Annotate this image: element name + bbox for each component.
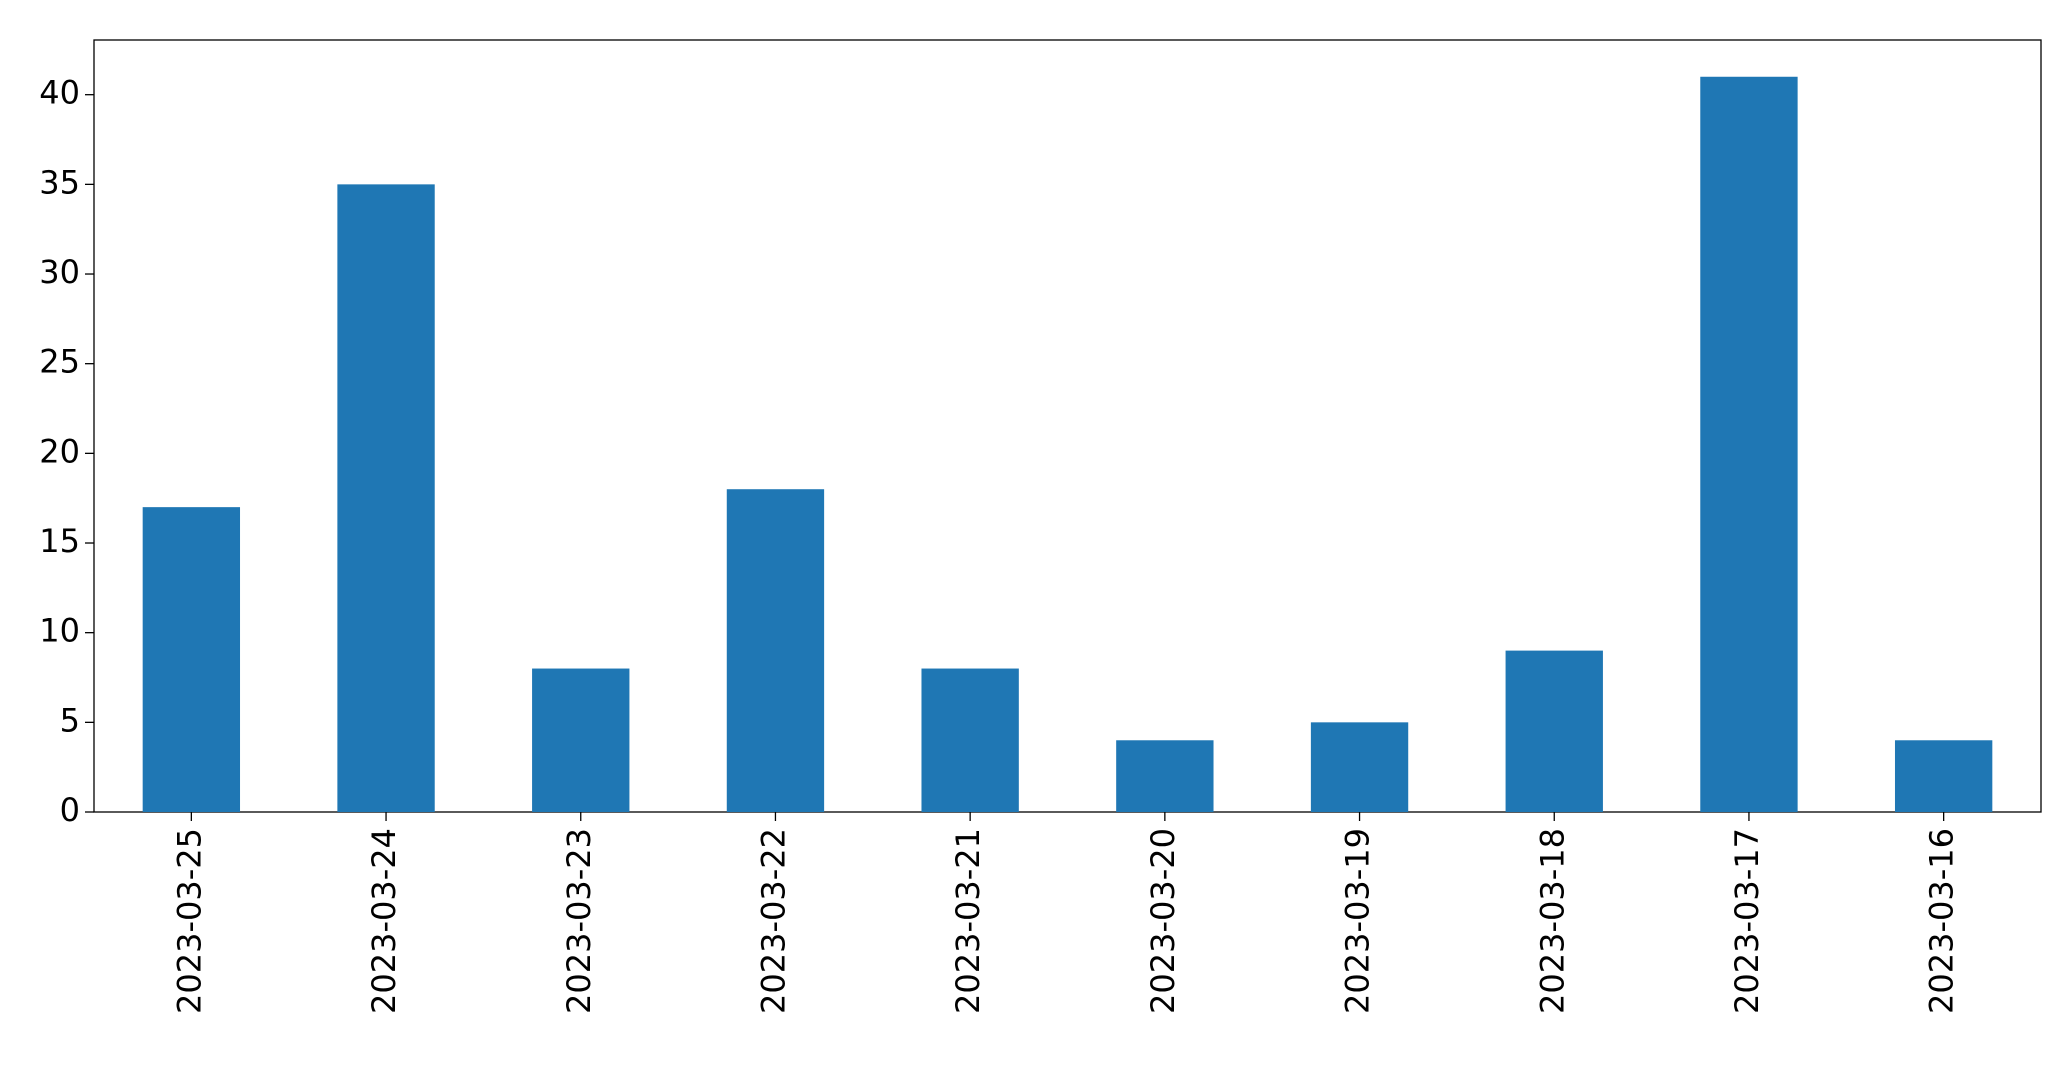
y-tick-label: 35 bbox=[39, 163, 80, 201]
x-tick-label: 2023-03-25 bbox=[170, 828, 208, 1014]
x-tick-label: 2023-03-18 bbox=[1533, 828, 1571, 1014]
bar bbox=[337, 184, 435, 812]
y-tick-label: 30 bbox=[39, 253, 80, 291]
x-tick-label: 2023-03-22 bbox=[754, 828, 792, 1014]
x-tick-label: 2023-03-17 bbox=[1728, 828, 1766, 1014]
y-tick-label: 15 bbox=[39, 522, 80, 560]
x-tick-label: 2023-03-19 bbox=[1339, 828, 1377, 1014]
bar bbox=[921, 668, 1019, 812]
x-tick-label: 2023-03-23 bbox=[560, 828, 598, 1014]
bar bbox=[1700, 76, 1798, 812]
y-tick-label: 40 bbox=[39, 74, 80, 112]
plot-frame bbox=[93, 39, 2042, 813]
x-tick-label: 2023-03-21 bbox=[949, 828, 987, 1014]
bar bbox=[1116, 740, 1214, 812]
bar bbox=[1894, 740, 1993, 812]
bar bbox=[532, 668, 630, 812]
y-tick-label: 25 bbox=[39, 343, 80, 381]
bar bbox=[142, 507, 241, 812]
y-tick-label: 0 bbox=[60, 791, 80, 829]
x-tick-label: 2023-03-24 bbox=[365, 828, 403, 1014]
y-tick-label: 10 bbox=[39, 612, 80, 650]
bar bbox=[1505, 650, 1603, 812]
bar bbox=[1310, 722, 1409, 812]
y-tick-label: 20 bbox=[39, 432, 80, 470]
x-tick-label: 2023-03-16 bbox=[1923, 828, 1961, 1014]
bar bbox=[726, 489, 825, 812]
y-tick-label: 5 bbox=[60, 701, 80, 739]
x-tick-label: 2023-03-20 bbox=[1144, 828, 1182, 1014]
